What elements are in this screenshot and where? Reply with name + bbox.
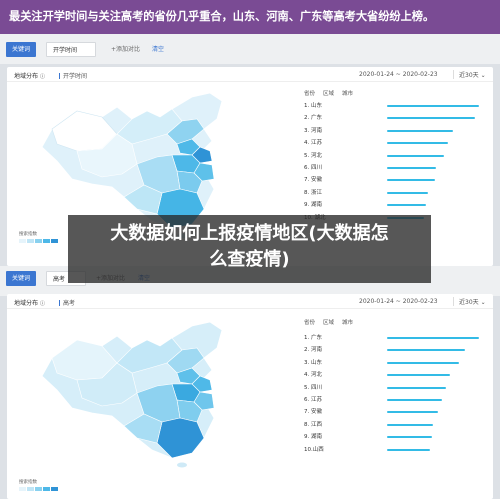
province-ranking: 1. 广东 2. 河南 3. 山东 4. 河北 5. 四川 6. 江苏 7. 安徽 8. 江西… [304, 331, 489, 455]
clear-button[interactable]: 清空 [152, 46, 165, 53]
ranking-row[interactable]: 1. 广东 [304, 331, 489, 343]
tab-region-distribution[interactable]: 地域分布 ⓘ [14, 300, 45, 307]
ranking-row[interactable]: 3. 河南 [304, 124, 489, 136]
ranking-bar [387, 142, 448, 145]
ranking-row[interactable]: 6. 江苏 [304, 393, 489, 405]
ranking-row[interactable]: 7. 安徽 [304, 405, 489, 417]
ranking-label: 2. 河南 [304, 347, 322, 354]
ranking-label: 3. 河南 [304, 127, 322, 134]
ranking-label: 9. 湖南 [304, 434, 322, 441]
ranking-bar [387, 191, 429, 194]
ranking-row[interactable]: 5. 河北 [304, 149, 489, 161]
ranking-row[interactable]: 4. 河北 [304, 368, 489, 380]
china-heat-map[interactable] [32, 89, 277, 239]
ranking-label: 4. 河北 [304, 372, 322, 379]
ranking-label: 1. 广东 [304, 335, 322, 341]
tab-province[interactable]: 省份 [304, 320, 316, 326]
region-distribution-card: 地域分布 ⓘ 高考 2020-01-24 ~ 2020-02-23 近30天 ⌄… [7, 294, 493, 499]
ranking-label: 9. 湖南 [304, 202, 322, 209]
ranking-label: 6. 江苏 [304, 396, 322, 403]
ranking-label: 5. 河北 [304, 152, 322, 159]
ranking-label: 2. 广东 [304, 115, 322, 122]
ranking-label: 7. 安徽 [304, 177, 322, 184]
headline-banner: 最关注开学时间与关注高考的省份几乎重合，山东、河南、广东等高考大省纷纷上榜。 [0, 0, 500, 34]
ranking-bar [387, 117, 476, 120]
ranking-row[interactable]: 5. 四川 [304, 381, 489, 393]
ranking-row[interactable]: 1. 山东 [304, 99, 489, 111]
ranking-label: 4. 江苏 [304, 140, 322, 147]
ranking-bar [387, 105, 479, 107]
ranking-label: 5. 四川 [304, 384, 322, 391]
ranking-bar [387, 436, 433, 439]
tab-province[interactable]: 省份 [304, 91, 316, 97]
ranking-bar [387, 423, 433, 426]
ranking-row[interactable]: 8. 浙江 [304, 186, 489, 198]
tab-city[interactable]: 城市 [342, 91, 354, 97]
date-range[interactable]: 2020-01-24 ~ 2020-02-23 [359, 71, 438, 78]
overlay-title-line-1: 大数据如何上报疫情地区(大数据怎 [110, 223, 389, 244]
keyword-tab-active[interactable]: 关键词 [6, 271, 37, 286]
series-label: 高考 [59, 298, 75, 307]
ranking-row[interactable]: 10.山西 [304, 443, 489, 455]
ranking-row[interactable]: 4. 江苏 [304, 136, 489, 148]
rank-tabs: 省份 区域 城市 [304, 89, 361, 97]
ranking-label: 1. 山东 [304, 103, 322, 109]
ranking-bar [387, 386, 446, 389]
ranking-bar [387, 374, 451, 377]
ranking-label: 6. 四川 [304, 164, 322, 171]
map-legend: 搜索指数 [19, 231, 59, 243]
tab-region-distribution[interactable]: 地域分布 ⓘ [14, 73, 45, 80]
ranking-row[interactable]: 2. 河南 [304, 343, 489, 355]
tab-region[interactable]: 区域 [323, 91, 335, 97]
series-label: 开学时间 [59, 71, 87, 80]
divider [7, 81, 493, 82]
ranking-bar [387, 179, 435, 182]
period-dropdown[interactable]: 近30天 ⌄ [453, 297, 486, 306]
chevron-down-icon: ⌄ [480, 299, 486, 306]
ranking-row[interactable]: 9. 湖南 [304, 198, 489, 210]
period-dropdown[interactable]: 近30天 ⌄ [453, 70, 486, 79]
tab-region[interactable]: 区域 [323, 320, 335, 326]
ranking-row[interactable]: 9. 湖南 [304, 430, 489, 442]
ranking-bar [387, 398, 443, 401]
china-heat-map[interactable] [32, 318, 277, 468]
date-range[interactable]: 2020-01-24 ~ 2020-02-23 [359, 298, 438, 305]
ranking-label: 8. 浙江 [304, 189, 322, 196]
ranking-bar [387, 166, 436, 169]
ranking-row[interactable]: 2. 广东 [304, 111, 489, 123]
ranking-label: 3. 山东 [304, 359, 322, 366]
ranking-bar [387, 361, 459, 364]
ranking-bar [387, 411, 438, 414]
ranking-row[interactable]: 6. 四川 [304, 161, 489, 173]
ranking-label: 8. 江西 [304, 421, 322, 428]
ranking-bar [387, 349, 466, 352]
add-compare-button[interactable]: +添加对比 [111, 46, 141, 53]
ranking-label: 7. 安徽 [304, 409, 322, 416]
ranking-row[interactable]: 3. 山东 [304, 356, 489, 368]
keyword-chip[interactable]: 开学时间 [46, 42, 96, 57]
overlay-title-line-2: 么查疫情) [209, 249, 290, 270]
baidu-index-panel-2: 关键词 高考 +添加对比 清空 地域分布 ⓘ 高考 2020-01-24 ~ 2… [0, 266, 500, 499]
ranking-bar [387, 129, 454, 132]
ranking-bar [387, 448, 431, 451]
rank-tabs: 省份 区域 城市 [304, 318, 361, 326]
tab-city[interactable]: 城市 [342, 320, 354, 326]
ranking-bar [387, 154, 445, 157]
divider [7, 308, 493, 309]
ranking-row[interactable]: 7. 安徽 [304, 173, 489, 185]
ranking-label: 10.山西 [304, 446, 324, 453]
ranking-bar [387, 337, 479, 339]
ranking-row[interactable]: 8. 江西 [304, 418, 489, 430]
keyword-bar: 关键词 开学时间 +添加对比 清空 [0, 34, 500, 64]
keyword-tab-active[interactable]: 关键词 [6, 42, 37, 57]
ranking-bar [387, 204, 426, 207]
map-legend: 搜索指数 [19, 479, 59, 491]
province-ranking: 1. 山东 2. 广东 3. 河南 4. 江苏 5. 河北 6. 四川 7. 安徽 8. 浙江… [304, 99, 489, 223]
article-title-overlay: 大数据如何上报疫情地区(大数据怎 么查疫情) [68, 215, 431, 283]
chevron-down-icon: ⌄ [480, 72, 486, 79]
